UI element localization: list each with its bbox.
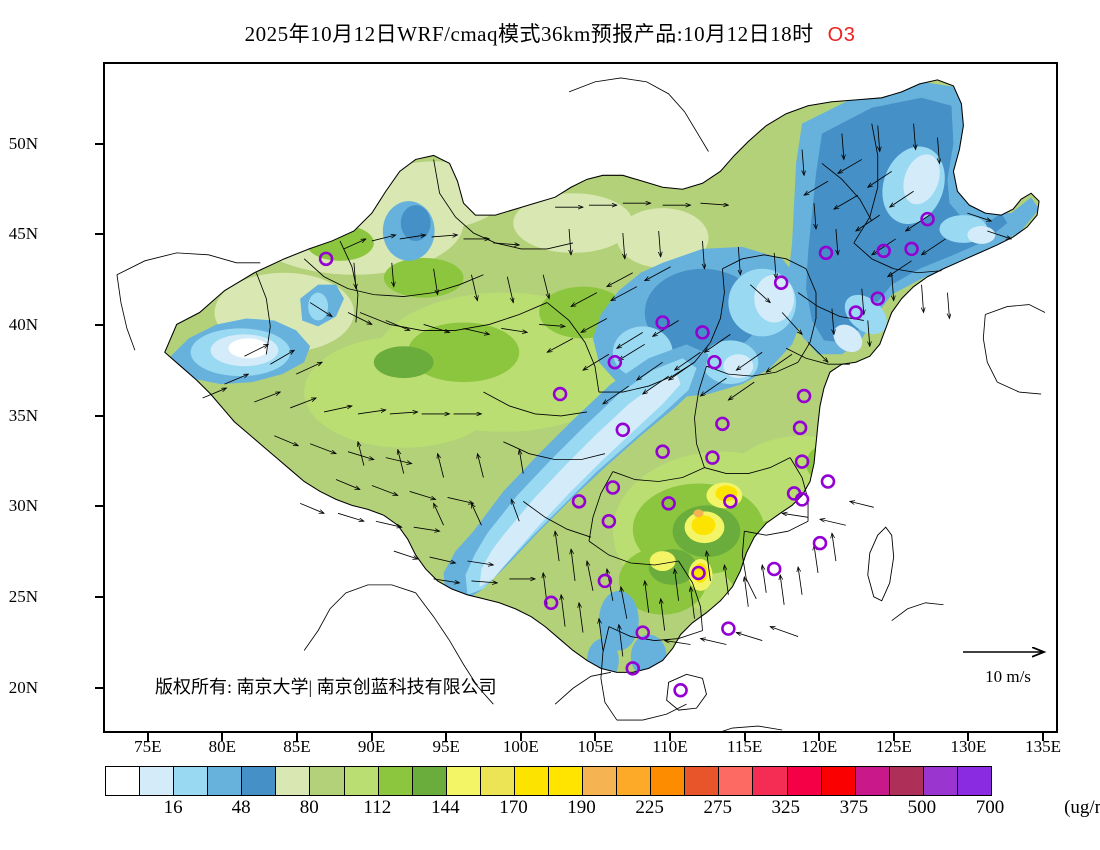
colorbar-tick-112: 112 — [363, 797, 392, 818]
y-axis-label-25n: 25N — [8, 586, 38, 606]
map-canvas — [105, 64, 1056, 731]
x-axis-label-75e: 75E — [134, 737, 162, 756]
colorbar-tick-48: 48 — [231, 797, 251, 818]
page-title: 2025年10月12日WRF/cmaq模式36km预报产品:10月12日18时 O… — [0, 18, 1100, 48]
colorbar-swatch — [753, 767, 788, 795]
colorbar-tick-375: 375 — [839, 797, 869, 818]
y-axis-tick — [95, 142, 103, 145]
x-axis-label-120e: 120E — [801, 737, 838, 756]
administrative-boundaries — [116, 77, 1046, 731]
x-axis-tick — [818, 733, 821, 741]
colorbar-tick-170: 170 — [499, 797, 528, 818]
colorbar-swatch — [617, 767, 652, 795]
colorbar-tick-500: 500 — [907, 797, 937, 818]
y-axis-tick — [95, 233, 103, 236]
colorbar-tick-16: 16 — [163, 797, 183, 818]
wind-vector-arrow-icon — [963, 640, 1058, 660]
x-axis-tick — [221, 733, 224, 741]
y-axis-label-40n: 40N — [8, 314, 38, 334]
colorbar-swatch — [174, 767, 209, 795]
wind-scale-label: 10 m/s — [985, 667, 1031, 686]
x-axis-label-95e: 95E — [432, 737, 460, 756]
x-axis-tick — [519, 733, 522, 741]
colorbar-tick-80: 80 — [299, 797, 319, 818]
y-axis-tick — [95, 505, 103, 508]
x-axis-label-85e: 85E — [283, 737, 311, 756]
y-axis-label-35n: 35N — [8, 405, 38, 425]
y-axis-tick — [95, 414, 103, 417]
colorbar-swatch — [787, 767, 822, 795]
monitoring-station-markers[interactable] — [318, 211, 935, 698]
y-axis-label-20n: 20N — [8, 677, 38, 697]
x-axis-label-125e: 125E — [875, 737, 912, 756]
x-axis-label-130e: 130E — [950, 737, 987, 756]
x-axis-label-105e: 105E — [577, 737, 614, 756]
x-axis-tick — [445, 733, 448, 741]
x-axis-label-100e: 100E — [502, 737, 539, 756]
x-axis-tick — [892, 733, 895, 741]
colorbar-swatch — [685, 767, 720, 795]
colorbar-swatch — [583, 767, 618, 795]
species-label: O3 — [827, 24, 856, 46]
colorbar-tick-325: 325 — [771, 797, 801, 818]
y-axis-tick — [95, 595, 103, 598]
x-axis-tick — [594, 733, 597, 741]
colorbar-swatch — [514, 767, 550, 795]
colorbar-tick-275: 275 — [703, 797, 732, 818]
colorbar-swatch — [480, 767, 515, 795]
colorbar-swatch — [957, 767, 992, 795]
colorbar-swatch — [106, 767, 141, 795]
x-axis-tick — [146, 733, 149, 741]
colorbar-tick-700: 700 — [975, 797, 1005, 818]
colorbar-swatch — [412, 767, 447, 795]
colorbar-swatch — [310, 767, 345, 795]
x-axis-label-110e: 110E — [652, 737, 688, 756]
colorbar-tick-225: 225 — [635, 797, 664, 818]
x-axis-label-90e: 90E — [357, 737, 386, 756]
colorbar-swatch — [140, 767, 175, 795]
colorbar[interactable] — [105, 766, 992, 796]
x-axis-tick — [295, 733, 298, 741]
y-axis-tick — [95, 323, 103, 326]
colorbar-swatch — [719, 767, 754, 795]
map-plot-area[interactable] — [103, 62, 1058, 733]
x-axis-tick — [1042, 733, 1045, 741]
x-axis-tick — [743, 733, 746, 741]
colorbar-swatch — [242, 767, 277, 795]
wind-scale-legend: 10 m/s — [958, 640, 1058, 687]
colorbar-swatch — [549, 767, 584, 795]
colorbar-tick-190: 190 — [567, 797, 596, 818]
title-text: 2025年10月12日WRF/cmaq模式36km预报产品:10月12日18时 — [244, 22, 814, 46]
colorbar-unit-label: (ug/m3) — [1064, 797, 1100, 818]
colorbar-swatch — [889, 767, 924, 795]
copyright-notice: 版权所有: 南京大学| 南京创蓝科技有限公司 — [155, 677, 497, 697]
colorbar-swatch — [821, 767, 856, 795]
colorbar-swatch — [651, 767, 686, 795]
colorbar-swatch — [276, 767, 311, 795]
y-axis-label-30n: 30N — [8, 496, 38, 516]
colorbar-swatch — [855, 767, 890, 795]
x-axis-label-135e: 135E — [1025, 737, 1062, 756]
x-axis-label-80e: 80E — [208, 737, 237, 756]
colorbar-swatch — [378, 767, 413, 795]
colorbar-swatch — [344, 767, 379, 795]
x-axis-tick — [370, 733, 373, 741]
x-axis-tick — [669, 733, 672, 741]
colorbar-swatch — [446, 767, 481, 795]
colorbar-swatch — [923, 767, 958, 795]
x-axis-label-115e: 115E — [727, 737, 763, 756]
colorbar-swatch — [208, 767, 243, 795]
colorbar-tick-144: 144 — [431, 797, 460, 818]
y-axis-tick — [95, 686, 103, 689]
y-axis-label-45n: 45N — [8, 224, 38, 244]
y-axis-label-50n: 50N — [8, 133, 38, 153]
x-axis-tick — [967, 733, 970, 741]
